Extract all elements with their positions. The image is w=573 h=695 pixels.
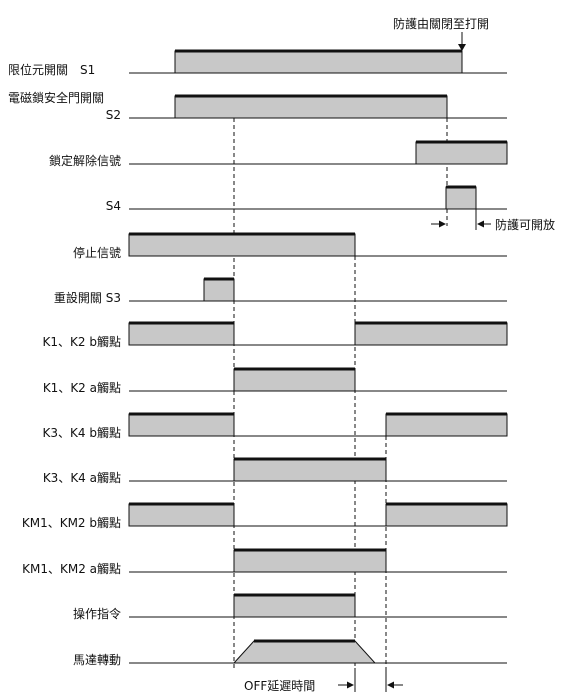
guard-release-annotation: 防護可開放	[495, 217, 555, 232]
signal-pulse	[233, 368, 356, 392]
signal-pulse	[203, 278, 235, 302]
signal-pulse	[233, 594, 356, 618]
signal-pulse	[128, 322, 235, 346]
guard-open-annotation: 防護由關閉至打開	[393, 16, 489, 31]
signal-label: K1、K2 a觸點	[43, 380, 121, 395]
signal-label: K1、K2 b觸點	[43, 334, 121, 349]
signal-pulse	[445, 186, 477, 210]
signal-label: 停止信號	[73, 245, 121, 260]
signal-label: KM1、KM2 b觸點	[22, 515, 121, 530]
signal-pulse	[128, 413, 235, 437]
signal-pulse	[128, 233, 356, 257]
signal-label: 電磁鎖安全門開關	[8, 90, 104, 105]
signal-label: 鎖定解除信號	[49, 153, 121, 168]
signal-pulse	[233, 458, 387, 482]
arrow-head	[458, 44, 466, 51]
signal-pulse	[174, 50, 463, 74]
signal-label: 馬達轉動	[73, 653, 121, 667]
signal-label: S4	[106, 199, 121, 213]
annotations: 防護由關閉至打開 防護可開放 OFF延遲時間	[244, 16, 555, 693]
signal-label: KM1、KM2 a觸點	[22, 561, 121, 576]
guide-lines	[233, 118, 477, 668]
arrow-head	[477, 220, 484, 228]
signal-pulse	[415, 141, 508, 165]
motor-pulse	[232, 640, 377, 664]
signal-pulse	[233, 549, 387, 573]
arrow-head	[347, 681, 354, 689]
signal-pulse	[385, 413, 508, 437]
signal-label: S2	[106, 108, 121, 122]
signal-pulse	[128, 503, 235, 527]
arrow-head	[387, 681, 394, 689]
signal-label: K3、K4 b觸點	[43, 425, 121, 440]
dimension-arrows	[338, 32, 491, 692]
signal-label: K3、K4 a觸點	[43, 470, 121, 485]
signal-label: 操作指令	[73, 606, 121, 621]
signal-pulse	[174, 95, 448, 119]
off-delay-annotation: OFF延遲時間	[244, 679, 315, 693]
signal-pulse	[354, 322, 508, 346]
signal-pulse	[385, 503, 508, 527]
signal-label: 限位元開關 S1	[8, 62, 95, 77]
signal-traces	[128, 49, 508, 664]
arrow-head	[439, 220, 446, 228]
signal-label: 重設開關 S3	[54, 290, 121, 305]
